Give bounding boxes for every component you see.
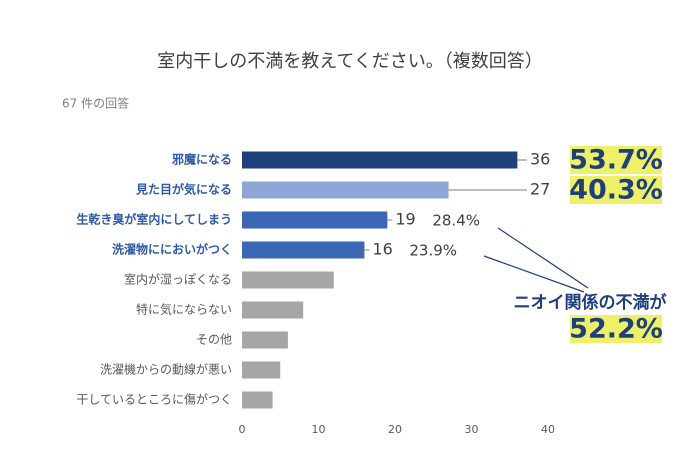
y-tick-label: その他 — [196, 333, 232, 347]
y-tick-label: 特に気にならない — [136, 302, 232, 317]
percent-label: 23.9% — [409, 242, 457, 260]
value-label: 36 — [530, 150, 550, 169]
y-tick-label: 室内が湿っぽくなる — [124, 272, 232, 287]
value-label: 19 — [395, 210, 415, 229]
value-label: 27 — [530, 180, 550, 199]
x-tick-label: 20 — [388, 423, 402, 436]
chart-title: 室内干しの不満を教えてください。（複数回答） — [157, 51, 543, 72]
percent-label: 28.4% — [432, 212, 480, 230]
callout-line — [483, 255, 585, 293]
highlight — [570, 176, 662, 204]
callout-text: ニオイ関係の不満が — [514, 292, 667, 313]
callout-line — [497, 227, 589, 289]
y-tick-label: 干しているところに傷がつく — [76, 392, 232, 407]
y-tick-label: 洗濯機からの動線が悪い — [100, 362, 232, 377]
x-tick-label: 30 — [465, 423, 479, 436]
value-label: 16 — [372, 240, 392, 259]
highlight — [570, 146, 662, 174]
bar — [242, 391, 273, 409]
bar — [242, 301, 304, 319]
bar — [242, 241, 365, 259]
highlight — [570, 315, 662, 343]
bar — [242, 211, 388, 229]
percent-label: 53.7% — [569, 145, 663, 176]
chart-subtitle: 67 件の回答 — [62, 96, 129, 111]
y-tick-label: 生乾き臭が室内にしてしまう — [76, 212, 232, 227]
bar — [242, 331, 288, 349]
bar — [242, 151, 518, 169]
y-tick-label: 邪魔になる — [171, 152, 232, 167]
bar — [242, 181, 449, 199]
bar — [242, 271, 334, 289]
callout-value: 52.2% — [569, 314, 663, 345]
bar — [242, 361, 281, 379]
x-tick-label: 40 — [541, 423, 555, 436]
y-tick-label: 洗濯物ににおいがつく — [112, 242, 232, 257]
y-tick-label: 見た目が気になる — [135, 182, 232, 197]
x-tick-label: 10 — [312, 423, 326, 436]
percent-label: 40.3% — [569, 175, 663, 206]
x-tick-label: 0 — [239, 423, 246, 436]
